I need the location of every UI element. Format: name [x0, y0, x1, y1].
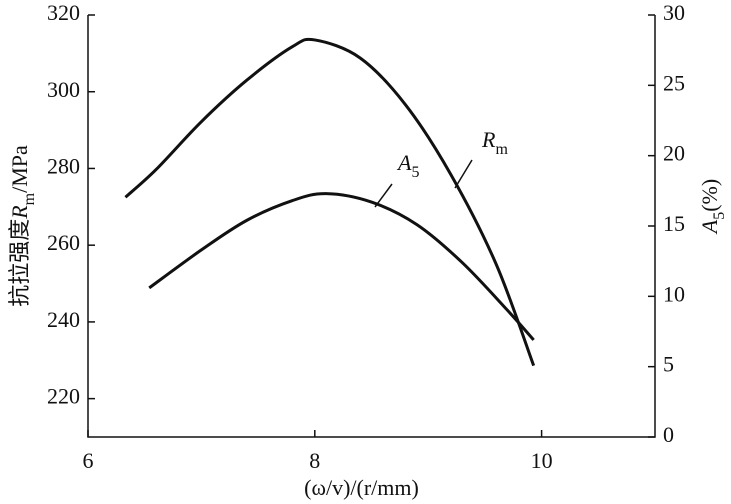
- leader-line: [454, 159, 473, 189]
- y2-axis-label-part: (%): [697, 179, 722, 212]
- y-axis-label: 抗拉强度Rm/MPa: [7, 145, 38, 307]
- y-axis-label-part: 抗拉强度: [7, 219, 32, 307]
- y2-tick-label: 25: [663, 70, 685, 95]
- series-label-part: R: [481, 127, 496, 152]
- y-tick-label: 280: [47, 154, 80, 179]
- axis-frame: [87, 15, 656, 438]
- y-tick-label: 300: [47, 77, 80, 102]
- y2-tick-label: 0: [663, 422, 674, 447]
- y2-tick-label: 30: [663, 0, 685, 25]
- y-tick-label: 240: [47, 307, 80, 332]
- x-axis-label: (ω/v)/(r/mm): [304, 475, 419, 500]
- series-label-part: A: [396, 150, 412, 175]
- y2-axis-label-part: A: [697, 219, 722, 235]
- x-tick-label: 10: [531, 448, 553, 473]
- y2-tick-label: 15: [663, 211, 685, 236]
- x-tick-label: 8: [309, 448, 320, 473]
- y-tick-label: 260: [47, 230, 80, 255]
- y2-axis-label-part: 5: [711, 212, 728, 220]
- y2-tick-label: 20: [663, 141, 685, 166]
- y-tick-label: 220: [47, 384, 80, 409]
- x-tick-label: 6: [83, 448, 94, 473]
- series-label: A5: [396, 150, 419, 181]
- series-line: [124, 37, 536, 367]
- y-axis-label-part: R: [7, 205, 32, 220]
- y2-tick-label: 5: [663, 352, 674, 377]
- y-tick-label: 320: [47, 0, 80, 25]
- series-label-part: 5: [411, 164, 419, 181]
- leader-line: [374, 183, 393, 208]
- series-line: [148, 192, 535, 341]
- y2-tick-label: 10: [663, 281, 685, 306]
- series-label: Rm: [481, 127, 508, 158]
- y-axis-label-part: /MPa: [7, 145, 32, 193]
- series-label-part: m: [495, 141, 508, 158]
- y-axis-label-part: m: [21, 192, 38, 205]
- y2-axis-label: A5(%): [697, 179, 728, 235]
